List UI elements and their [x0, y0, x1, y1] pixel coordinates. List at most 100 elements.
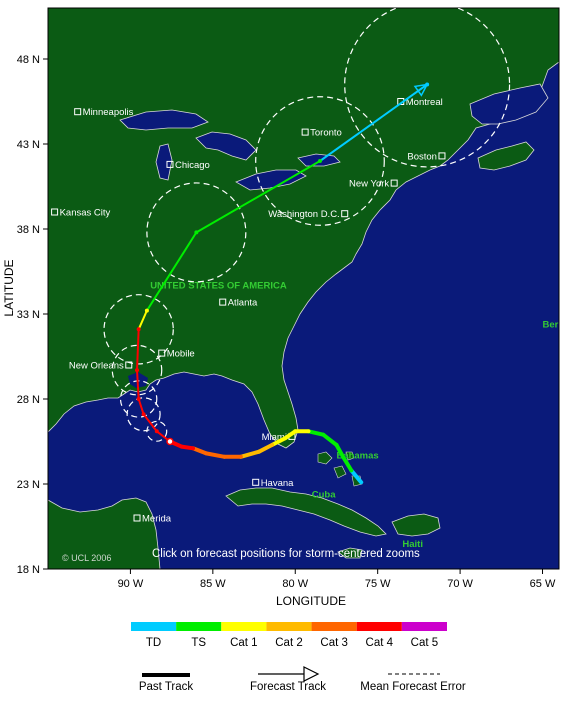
mean-error-key-label: Mean Forecast Error	[360, 681, 466, 693]
legend-color-swatch	[221, 622, 267, 631]
city-marker	[166, 160, 174, 168]
forecast-track-segment	[145, 231, 198, 312]
jamaica-landmass	[337, 547, 363, 559]
zoom-instruction: Click on forecast positions for storm-ce…	[152, 548, 420, 560]
legend-color-swatch	[356, 622, 402, 631]
past-track-key-label: Past Track	[139, 681, 194, 693]
axis-ticks: 90 W 85 W 80 W 75 W 70 W 65 W 18 N 23 N 28 N 33 N…	[17, 54, 556, 590]
forecast-track-segment	[195, 160, 321, 234]
legend-color-swatch	[131, 622, 177, 631]
plot-frame	[47, 7, 560, 570]
past-track-segment	[341, 454, 354, 473]
legend-category-label: Cat 3	[320, 637, 348, 649]
city-marker	[74, 108, 82, 116]
forecast-error-circle[interactable]	[103, 294, 174, 365]
legend-category-label: TS	[191, 637, 206, 649]
forecast-error-circle[interactable]	[344, 2, 511, 168]
city-label: Montreal	[406, 97, 443, 108]
x-axis-title: LONGITUDE	[276, 594, 346, 608]
city-marker	[341, 210, 349, 218]
city-label: New York	[349, 179, 389, 190]
legend-category-label: TD	[146, 637, 161, 649]
city-marker	[158, 349, 166, 357]
past-track-segment	[349, 468, 364, 485]
city-label: Boston	[407, 151, 437, 162]
city-label: Chicago	[175, 160, 210, 171]
legend-color-swatch	[176, 622, 222, 631]
y-tick-label: 28 N	[17, 394, 40, 406]
forecast-error-circle[interactable]	[119, 380, 158, 418]
yucatan-landmass	[48, 497, 161, 569]
x-tick-label: 80 W	[282, 578, 308, 590]
legend-category-label: Cat 4	[366, 637, 394, 649]
city-marker	[219, 298, 227, 306]
forecast-position-point[interactable]	[154, 429, 159, 434]
city-label: Mobile	[167, 349, 195, 360]
region-label: Bermuda	[543, 320, 580, 331]
copyright-notice: © UCL 2006	[62, 553, 111, 563]
city-markers: Minneapolis Chicago Kansas City Toronto Mont…	[51, 97, 446, 525]
y-tick-label: 48 N	[17, 54, 40, 66]
y-tick-label: 18 N	[17, 564, 40, 576]
forecast-track-segment	[137, 309, 148, 331]
great-lakes	[119, 109, 341, 191]
hispaniola-landmass	[391, 513, 441, 537]
category-legend: TD TS Cat 1 Cat 2 Cat 3 Cat 4 Cat 5	[131, 622, 447, 649]
forecast-track-segment	[137, 398, 145, 416]
forecast-position-point[interactable]	[141, 412, 146, 417]
past-track-segment	[270, 436, 288, 447]
forecast-error-circle[interactable]	[255, 96, 385, 226]
y-axis-title: LATITUDE	[2, 259, 16, 316]
region-label: UNITED STATES OF AMERICA	[150, 281, 287, 292]
past-track-segment	[321, 432, 339, 447]
city-label: Toronto	[310, 128, 342, 139]
past-track-segment	[283, 429, 298, 441]
forecast-position-point[interactable]	[144, 308, 149, 313]
city-label: Atlanta	[228, 298, 258, 309]
forecast-error-circle[interactable]	[146, 420, 168, 442]
forecast-position-point[interactable]	[135, 368, 140, 373]
forecast-position-point[interactable]	[136, 327, 141, 332]
x-tick-label: 85 W	[200, 578, 226, 590]
city-marker	[133, 514, 141, 522]
forecast-track-segment	[142, 413, 158, 433]
y-tick-label: 23 N	[17, 479, 40, 491]
legend-category-label: Cat 5	[411, 637, 439, 649]
past-track-segment	[238, 449, 261, 459]
city-marker	[252, 478, 260, 486]
legend-keys: Past Track Forecast Track Mean Forecast …	[139, 666, 466, 693]
forecast-position-point[interactable]	[194, 230, 199, 235]
region-labels: UNITED STATES OF AMERICA Bermuda Bahamas Cu…	[150, 281, 580, 550]
legend-color-swatch	[401, 622, 447, 631]
current-position-marker[interactable]	[166, 437, 174, 446]
x-tick-label: 70 W	[447, 578, 473, 590]
city-marker	[301, 128, 309, 136]
forecast-track-segment	[318, 83, 429, 162]
storm-track[interactable]	[135, 82, 430, 485]
y-tick-label: 38 N	[17, 224, 40, 236]
legend-category-label: Cat 1	[230, 637, 258, 649]
forecast-end-arrow-icon	[413, 83, 429, 97]
city-label: Kansas City	[60, 208, 111, 219]
region-label: Cuba	[312, 490, 336, 501]
forecast-position-point[interactable]	[317, 159, 322, 163]
forecast-track-arrow-icon	[303, 666, 320, 682]
past-track-segment	[256, 442, 275, 454]
forecast-position-point[interactable]	[136, 397, 141, 401]
forecast-error-circle[interactable]	[146, 182, 247, 283]
forecast-error-circle[interactable]	[126, 397, 161, 432]
city-label: Merida	[142, 514, 172, 525]
legend-color-swatch	[311, 622, 357, 631]
region-label: Bahamas	[336, 451, 378, 462]
maritimes-landmass	[477, 141, 535, 171]
y-tick-label: 33 N	[17, 309, 40, 321]
city-label: Washington D.C.	[268, 209, 339, 220]
forecast-track-segment	[136, 328, 140, 372]
past-track-segment	[204, 451, 227, 459]
past-track-segment	[334, 442, 346, 459]
y-tick-label: 43 N	[17, 139, 40, 151]
forecast-track-key-label: Forecast Track	[250, 681, 326, 693]
x-tick-label: 65 W	[530, 578, 556, 590]
cuba-landmass	[225, 487, 387, 537]
